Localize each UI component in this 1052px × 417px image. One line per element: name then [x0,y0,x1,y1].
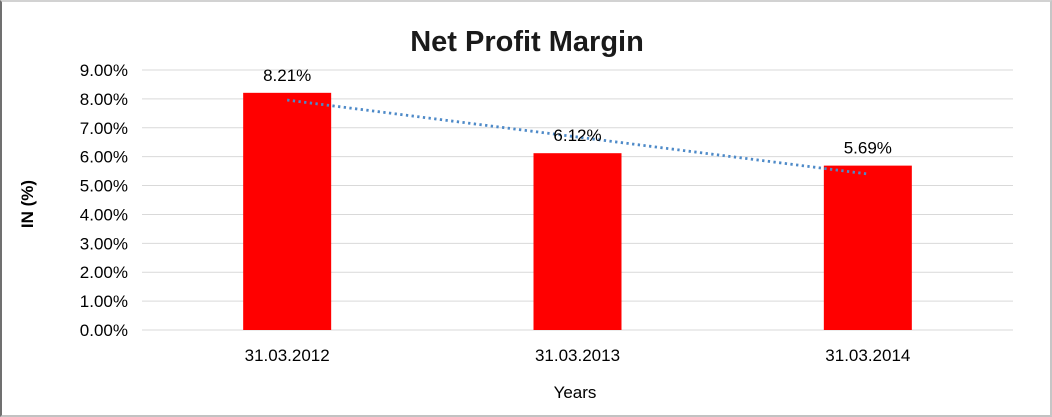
x-axis-title: Years [554,383,597,402]
bar-31.03.2012 [243,92,332,330]
data-label-31.03.2012: 8.21% [263,66,311,85]
y-axis-tick-labels: 0.00% 1.00% 2.00% 3.00% 4.00% 5.00% 6.00% 7.00%… [80,61,128,340]
bar-31.03.2014 [823,165,912,330]
y-tick-label: 3.00% [80,234,128,253]
data-label-31.03.2014: 5.69% [844,139,892,158]
y-tick-label: 2.00% [80,263,128,282]
y-axis-title: IN (%) [18,180,37,228]
x-tick-label-31.03.2012: 31.03.2012 [245,346,330,365]
bar-31.03.2013 [533,153,622,330]
chart-title: Net Profit Margin [410,26,644,58]
x-tick-label-31.03.2014: 31.03.2014 [825,346,910,365]
y-tick-label: 5.00% [80,177,128,196]
data-labels: 8.21% 6.12% 5.69% [263,66,892,158]
y-tick-label: 8.00% [80,90,128,109]
data-label-31.03.2013: 6.12% [553,126,601,145]
x-axis-tick-labels: 31.03.2012 31.03.2013 31.03.2014 [245,346,911,365]
trendline [286,98,869,176]
y-tick-label: 7.00% [80,119,128,138]
x-tick-label-31.03.2013: 31.03.2013 [535,346,620,365]
y-tick-label: 9.00% [80,61,128,80]
y-tick-label: 0.00% [80,321,128,340]
bars-series [243,92,912,330]
y-tick-label: 1.00% [80,292,128,311]
trendline-group [286,98,869,176]
y-tick-label: 4.00% [80,205,128,224]
y-tick-label: 6.00% [80,148,128,167]
